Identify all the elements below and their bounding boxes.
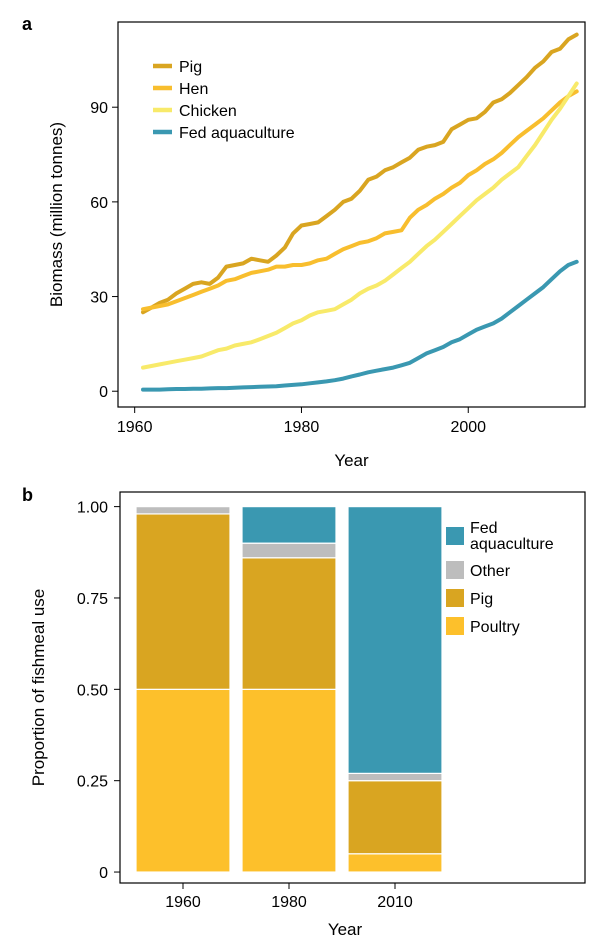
legend-label-fed-aquaculture: Fed aquaculture: [179, 125, 295, 142]
y-axis-label-b: Proportion of fishmeal use: [29, 589, 48, 787]
x-axis-label-a: Year: [334, 451, 369, 470]
x-tick-label-b: 2010: [377, 894, 413, 911]
y-tick-label-b: 0.75: [77, 591, 108, 608]
series-line-hen: [141, 89, 579, 312]
bar-segment-pig-1980: [241, 557, 337, 690]
x-tick-label-b: 1980: [271, 894, 307, 911]
bar-segment-other-1960: [135, 506, 231, 515]
y-axis-label-a: Biomass (million tonnes): [47, 122, 66, 307]
y-tick-label-a: 90: [90, 100, 108, 117]
panel-a-label: a: [22, 14, 33, 34]
y-tick-label-b: 0.50: [77, 682, 108, 699]
series-line-chicken: [141, 81, 579, 370]
series-line-fed-aquaculture: [141, 259, 579, 392]
series-line-pig: [141, 32, 579, 315]
y-tick-label-a: 0: [99, 384, 108, 401]
legend-label-chicken: Chicken: [179, 103, 237, 120]
bar-segment-pig-2010: [347, 780, 443, 855]
x-tick-label-b: 1960: [165, 894, 201, 911]
bar-segment-pig-1960: [135, 513, 231, 690]
legend-label-fed-aquaculture: Fed: [470, 520, 498, 537]
y-tick-label-b: 1.00: [77, 500, 108, 517]
y-tick-label-b: 0.25: [77, 774, 108, 791]
legend-label-pig: Pig: [470, 591, 493, 608]
x-tick-label-a: 1980: [284, 419, 320, 436]
bar-segment-other-1980: [241, 542, 337, 559]
panel-a-line-chart: 0 30 60 90 1960 1980 2000 Year Biomass (million …: [47, 21, 586, 470]
legend-label-hen: Hen: [179, 81, 208, 98]
legend-label-other: Other: [470, 563, 511, 580]
x-axis-label-b: Year: [328, 920, 363, 939]
plot-frame-b: [119, 491, 586, 884]
panel-b-stacked-bar-chart: 0 0.25 0.50 0.75 1.00 1960 1980 2010 Year Proport…: [29, 491, 586, 939]
legend-swatch-other: [446, 561, 464, 579]
bar-segment-poultry-1980: [241, 688, 337, 873]
y-tick-label-b: 0: [99, 865, 108, 882]
legend-label-fed-aquaculture: aquaculture: [470, 536, 554, 553]
x-tick-label-a: 2000: [450, 419, 486, 436]
legend-label-poultry: Poultry: [470, 619, 520, 636]
bar-segment-fed-aquaculture-2010: [347, 506, 443, 774]
bar-segment-poultry-1960: [135, 688, 231, 873]
bar-segment-fed-aquaculture-1980: [241, 506, 337, 544]
bar-segment-other-2010: [347, 772, 443, 782]
x-tick-label-a: 1960: [117, 419, 153, 436]
panel-b-label: b: [22, 485, 33, 505]
legend-label-pig: Pig: [179, 59, 202, 76]
legend-swatch-poultry: [446, 617, 464, 635]
bar-segment-poultry-2010: [347, 853, 443, 873]
y-tick-label-a: 60: [90, 195, 108, 212]
y-tick-label-a: 30: [90, 290, 108, 307]
legend-swatch-pig: [446, 589, 464, 607]
legend-swatch-fed-aquaculture: [446, 527, 464, 545]
plot-frame-a: [117, 21, 586, 408]
